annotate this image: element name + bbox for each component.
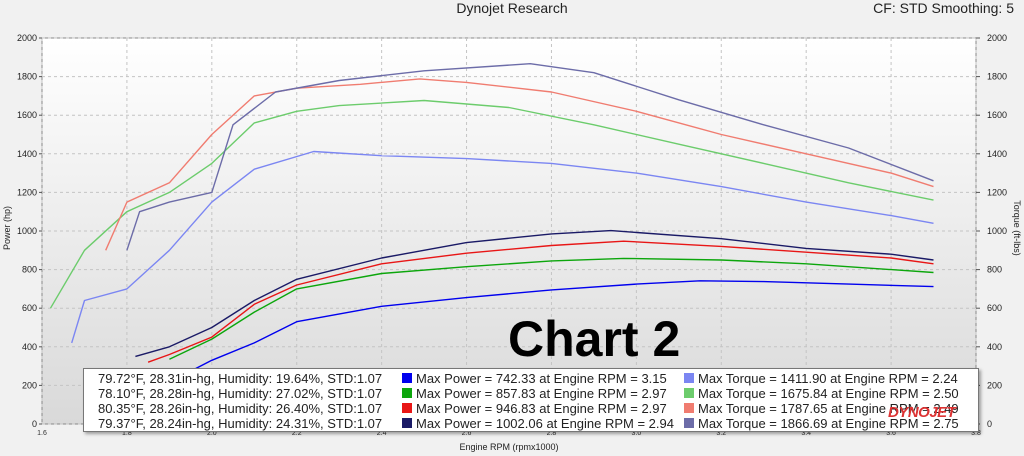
x-tick-label: 3.2 bbox=[716, 430, 726, 437]
x-tick-label: 1.8 bbox=[122, 430, 132, 437]
legend-power-swatch bbox=[402, 373, 412, 383]
legend-row: 80.35°F, 28.26in-hg, Humidity: 26.40%, S… bbox=[84, 401, 978, 416]
y2-tick-label: 0 bbox=[987, 419, 992, 429]
x-tick-label: 2.4 bbox=[377, 430, 387, 437]
overlay-chart-label: Chart 2 bbox=[508, 311, 681, 367]
y2-tick-label: 1400 bbox=[987, 149, 1007, 159]
y-tick-label: 400 bbox=[22, 342, 37, 352]
y-tick-label: 800 bbox=[22, 265, 37, 275]
legend-torque-swatch bbox=[684, 373, 694, 383]
y2-tick-label: 1800 bbox=[987, 72, 1007, 82]
legend-power-swatch bbox=[402, 388, 412, 398]
series-line-torque-run-3 bbox=[105, 78, 934, 251]
y-axis-right: 0 200 400 600 800 1000 1200 1400 1600 1800 2000 bbox=[976, 33, 1007, 429]
legend-torque: Max Torque = 1787.65 at Engine RPM = 2.4… bbox=[698, 401, 959, 416]
legend-conditions: 79.37°F, 28.24in-hg, Humidity: 24.31%, S… bbox=[98, 416, 383, 431]
y-tick-label: 1200 bbox=[17, 187, 37, 197]
plot-background bbox=[41, 37, 977, 425]
x-tick-label: 2.0 bbox=[207, 430, 217, 437]
y2-tick-label: 800 bbox=[987, 265, 1002, 275]
dynojet-logo: DYNOJET bbox=[888, 404, 956, 421]
legend-torque-swatch bbox=[684, 418, 694, 428]
x-tick-label: 3.8 bbox=[971, 430, 981, 437]
series-line-power-run-2 bbox=[169, 257, 934, 360]
legend-conditions: 79.72°F, 28.31in-hg, Humidity: 19.64%, S… bbox=[98, 371, 383, 386]
y-tick-label: 1600 bbox=[17, 110, 37, 120]
x-tick-label: 2.6 bbox=[462, 430, 472, 437]
legend-torque: Max Torque = 1866.69 at Engine RPM = 2.7… bbox=[698, 416, 959, 431]
legend-row: 78.10°F, 28.28in-hg, Humidity: 27.02%, S… bbox=[84, 386, 978, 401]
y-tick-label: 2000 bbox=[17, 33, 37, 43]
legend-power-swatch bbox=[402, 418, 412, 428]
y-tick-label: 1800 bbox=[17, 72, 37, 82]
legend-conditions: 78.10°F, 28.28in-hg, Humidity: 27.02%, S… bbox=[98, 386, 383, 401]
legend-power-swatch bbox=[402, 403, 412, 413]
series-line-power-run-1 bbox=[194, 280, 934, 370]
legend: 79.72°F, 28.31in-hg, Humidity: 19.64%, S… bbox=[83, 368, 979, 432]
x-axis-label: Engine RPM (rpmx1000) bbox=[459, 442, 558, 452]
series-line-torque-run-2 bbox=[49, 99, 934, 309]
x-tick-label: 2.8 bbox=[547, 430, 557, 437]
y-tick-label: 600 bbox=[22, 303, 37, 313]
x-tick-label: 1.6 bbox=[37, 430, 47, 437]
legend-torque-swatch bbox=[684, 388, 694, 398]
legend-power: Max Power = 857.83 at Engine RPM = 2.97 bbox=[416, 386, 667, 401]
y-axis-left: 0 200 400 600 800 1000 1200 1400 1600 1800 2000 bbox=[17, 33, 42, 429]
x-tick-label: 3.0 bbox=[631, 430, 641, 437]
x-tick-label: 2.2 bbox=[292, 430, 302, 437]
y2-tick-label: 1200 bbox=[987, 187, 1007, 197]
y-tick-label: 0 bbox=[32, 419, 37, 429]
x-tick-label: 3.6 bbox=[886, 430, 896, 437]
legend-row: 79.72°F, 28.31in-hg, Humidity: 19.64%, S… bbox=[84, 371, 978, 386]
series-line-torque-run-1 bbox=[71, 150, 934, 344]
legend-power: Max Power = 1002.06 at Engine RPM = 2.94 bbox=[416, 416, 674, 431]
legend-conditions: 80.35°F, 28.26in-hg, Humidity: 26.40%, S… bbox=[98, 401, 383, 416]
y2-tick-label: 600 bbox=[987, 303, 1002, 313]
legend-row: 79.37°F, 28.24in-hg, Humidity: 24.31%, S… bbox=[84, 416, 978, 431]
y2-axis-label: Torque (ft-lbs) bbox=[1012, 200, 1022, 256]
y2-tick-label: 1000 bbox=[987, 226, 1007, 236]
y2-tick-label: 200 bbox=[987, 380, 1002, 390]
y-tick-label: 1000 bbox=[17, 226, 37, 236]
series-group bbox=[49, 63, 934, 370]
y2-tick-label: 2000 bbox=[987, 33, 1007, 43]
chart-title: Dynojet Research bbox=[456, 0, 568, 16]
legend-torque: Max Torque = 1411.90 at Engine RPM = 2.2… bbox=[698, 371, 958, 386]
series-line-power-run-4 bbox=[135, 229, 934, 358]
legend-torque-swatch bbox=[684, 403, 694, 413]
series-line-power-run-3 bbox=[147, 240, 934, 363]
y2-tick-label: 1600 bbox=[987, 110, 1007, 120]
y2-tick-label: 400 bbox=[987, 342, 1002, 352]
x-tick-label: 3.4 bbox=[801, 430, 811, 437]
y-tick-label: 200 bbox=[22, 380, 37, 390]
x-axis: 1.6 1.8 2.0 2.2 2.4 2.6 2.8 3.0 3.2 3.4 3.6 3.8 bbox=[37, 430, 981, 437]
legend-torque: Max Torque = 1675.84 at Engine RPM = 2.5… bbox=[698, 386, 959, 401]
y-tick-label: 1400 bbox=[17, 149, 37, 159]
legend-power: Max Power = 946.83 at Engine RPM = 2.97 bbox=[416, 401, 667, 416]
series-line-torque-run-4 bbox=[126, 63, 934, 251]
legend-power: Max Power = 742.33 at Engine RPM = 3.15 bbox=[416, 371, 667, 386]
correction-factor-label: CF: STD Smoothing: 5 bbox=[873, 0, 1014, 16]
y-axis-label: Power (hp) bbox=[2, 206, 12, 250]
